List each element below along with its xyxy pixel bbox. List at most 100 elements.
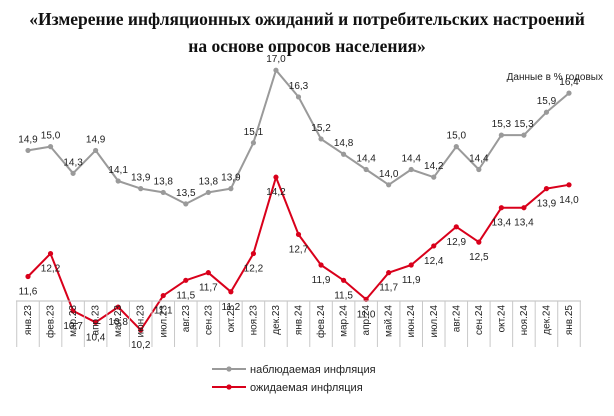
data-point-observed <box>138 186 144 192</box>
data-label-observed: 14,4 <box>356 154 376 165</box>
data-label-observed: 13,5 <box>176 188 196 199</box>
data-label-observed: 17,0 <box>266 54 286 65</box>
data-label-expected: 14,0 <box>559 195 579 206</box>
x-tick-label: май.23 <box>113 305 124 337</box>
data-point-expected <box>431 243 437 249</box>
data-label-observed: 16,3 <box>289 81 309 92</box>
data-label-expected: 12,9 <box>447 237 467 248</box>
x-tick-label: фев.23 <box>45 305 57 338</box>
data-label-expected: 10,8 <box>108 317 128 328</box>
data-point-observed <box>566 90 572 96</box>
legend-label-observed: наблюдаемая инфляция <box>250 364 376 376</box>
data-point-observed <box>295 94 302 100</box>
data-label-observed: 14,4 <box>401 154 421 165</box>
x-tick-label: окт.23 <box>226 305 237 333</box>
data-point-expected <box>408 262 414 268</box>
data-point-observed <box>408 166 414 173</box>
data-label-expected: 13,4 <box>492 218 512 229</box>
data-point-expected <box>70 308 76 314</box>
x-tick-label: мар.24 <box>339 305 350 337</box>
data-label-observed: 14,1 <box>108 165 128 176</box>
data-point-expected <box>115 304 121 310</box>
data-point-expected <box>93 319 99 325</box>
data-point-observed <box>453 144 459 150</box>
data-label-observed: 14,0 <box>379 169 399 180</box>
x-tick-label: дек.24 <box>541 305 552 335</box>
data-label-observed: 15,9 <box>537 96 557 107</box>
data-point-expected <box>386 270 392 276</box>
data-point-observed <box>70 170 76 176</box>
data-label-observed: 15,0 <box>41 131 61 142</box>
data-point-observed <box>431 174 437 180</box>
data-label-observed: 15,1 <box>244 127 264 138</box>
data-label-observed: 13,8 <box>154 176 174 187</box>
legend: наблюдаемая инфляция ожидаемая инфляция <box>212 364 376 394</box>
data-label-expected: 12,2 <box>244 264 264 275</box>
data-point-observed <box>386 182 392 188</box>
data-label-expected: 10,7 <box>63 321 83 332</box>
legend-item-expected: ожидаемая инфляция <box>212 382 363 394</box>
legend-item-observed: наблюдаемая инфляция <box>212 364 376 376</box>
data-label-observed: 16,4 <box>559 77 579 88</box>
data-point-expected <box>543 186 550 192</box>
data-label-observed: 13,9 <box>221 173 241 184</box>
data-labels: 14,9 15,014,314,914,113,9 13,813,513,8 13,9… <box>18 54 579 351</box>
x-tick-label: сен.24 <box>474 305 485 335</box>
data-point-expected <box>47 250 54 257</box>
chart-title: «Измерение инфляционных ожиданий и потре… <box>0 6 614 60</box>
data-label-expected: 11,5 <box>176 290 195 301</box>
legend-marker-observed <box>226 366 232 372</box>
data-label-observed: 15,2 <box>311 123 331 134</box>
data-label-observed: 14,2 <box>424 161 444 172</box>
data-point-observed <box>340 151 347 157</box>
x-tick-label: июн.24 <box>406 305 417 338</box>
x-tick-label: дек.23 <box>271 305 282 335</box>
data-point-observed <box>363 166 369 173</box>
data-point-observed <box>47 144 54 150</box>
data-point-expected <box>250 250 257 257</box>
chart-title-line-1: «Измерение инфляционных ожиданий и потре… <box>29 9 585 29</box>
x-tick-label: сен.23 <box>203 305 214 335</box>
data-label-expected: 14,2 <box>266 187 286 198</box>
data-point-observed <box>160 189 166 196</box>
x-tick-label: май.24 <box>384 305 395 337</box>
x-tick-label: апр.24 <box>361 305 372 336</box>
data-point-expected <box>521 205 527 211</box>
x-tick-label: авг.23 <box>181 305 192 333</box>
x-tick-label: ноя.24 <box>519 305 530 336</box>
data-label-expected: 12,7 <box>289 244 309 255</box>
data-label-expected: 11,0 <box>357 309 376 320</box>
legend-marker-expected <box>226 384 232 390</box>
x-tick-label: июл.24 <box>429 305 440 338</box>
x-tick-label: ноя.23 <box>248 305 259 336</box>
data-label-observed: 15,3 <box>492 119 512 130</box>
data-label-expected: 10,2 <box>131 340 151 351</box>
data-label-observed: 14,4 <box>469 154 489 165</box>
data-point-observed <box>183 201 189 207</box>
chart-title-line-2: на основе опросов населения» <box>188 36 426 56</box>
data-label-expected: 12,4 <box>424 256 444 267</box>
x-tick-label: фев.24 <box>315 305 327 338</box>
data-point-observed <box>543 109 550 115</box>
data-label-expected: 11,7 <box>379 283 398 294</box>
data-label-expected: 10,4 <box>86 332 106 343</box>
data-point-expected <box>160 292 166 299</box>
data-label-observed: 14,9 <box>18 134 38 145</box>
data-label-expected: 11,6 <box>19 286 38 297</box>
x-tick-label: апр.23 <box>91 305 102 336</box>
x-tick-label: янв.25 <box>564 305 575 336</box>
data-point-expected <box>183 277 189 283</box>
data-label-expected: 11,9 <box>402 275 421 286</box>
data-point-observed <box>498 132 504 138</box>
data-label-expected: 11,9 <box>312 275 331 286</box>
data-point-expected <box>273 174 279 180</box>
data-label-observed: 14,3 <box>63 157 83 168</box>
x-axis: янв.23 фев.23 мар.23 апр.23 май.23 июн.23 июл.… <box>16 300 581 347</box>
data-label-observed: 14,8 <box>334 138 354 149</box>
data-point-expected <box>453 224 459 230</box>
x-tick-label: янв.24 <box>294 305 305 336</box>
data-label-observed: 14,9 <box>86 134 106 145</box>
data-point-expected <box>476 239 482 245</box>
x-tick-label: мар.23 <box>68 305 79 337</box>
